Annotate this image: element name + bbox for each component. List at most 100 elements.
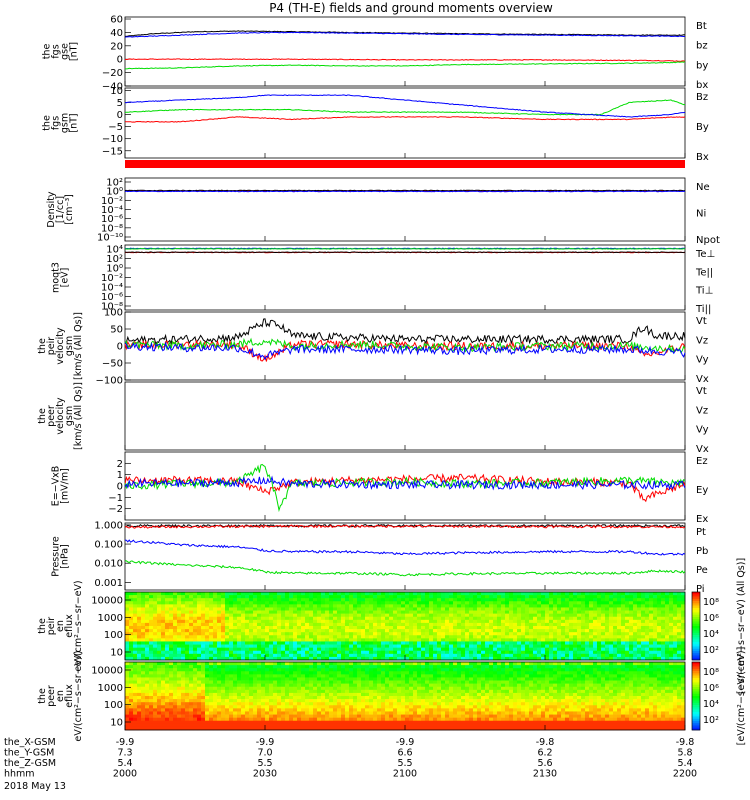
heatmap-cell	[373, 720, 378, 725]
heatmap-cell	[269, 708, 274, 712]
heatmap-cell	[609, 610, 614, 614]
heatmap-cell	[209, 632, 214, 636]
heatmap-cell	[329, 686, 334, 691]
heatmap-cell	[285, 619, 290, 624]
heatmap-cell	[609, 629, 614, 633]
heatmap-cell	[201, 653, 206, 658]
heatmap-cell	[397, 723, 402, 728]
heatmap-cell	[369, 647, 374, 652]
heatmap-cell	[137, 641, 142, 645]
heatmap-cell	[433, 613, 438, 618]
heatmap-cell	[145, 622, 150, 627]
heatmap-cell	[445, 610, 450, 614]
heatmap-cell	[501, 592, 506, 596]
heatmap-cell	[413, 699, 418, 703]
heatmap-cell	[501, 607, 506, 611]
heatmap-cell	[553, 619, 558, 624]
heatmap-cell	[433, 635, 438, 639]
heatmap-cell	[209, 662, 214, 666]
series-line-p2-0	[124, 116, 686, 123]
heatmap-cell	[521, 601, 526, 605]
heatmap-cell	[641, 613, 646, 618]
heatmap-cell	[173, 665, 178, 669]
heatmap-cell	[309, 692, 314, 697]
heatmap-cell	[213, 610, 218, 614]
heatmap-cell	[661, 653, 666, 658]
heatmap-cell	[497, 601, 502, 605]
heatmap-cell	[253, 711, 258, 715]
heatmap-cell	[241, 595, 246, 599]
heatmap-cell	[185, 723, 190, 728]
heatmap-cell	[517, 613, 522, 618]
heatmap-cell	[465, 656, 470, 661]
heatmap-cell	[573, 607, 578, 611]
heatmap-cell	[217, 626, 222, 630]
heatmap-cell	[237, 619, 242, 624]
heatmap-cell	[341, 692, 346, 697]
heatmap-cell	[349, 726, 354, 731]
heatmap-cell	[129, 626, 134, 630]
heatmap-cell	[313, 689, 318, 694]
heatmap-cell	[249, 699, 254, 703]
heatmap-cell	[193, 638, 198, 642]
heatmap-cell	[673, 592, 678, 596]
heatmap-cell	[509, 613, 514, 618]
heatmap-cell	[249, 607, 254, 611]
heatmap-cell	[253, 629, 258, 633]
heatmap-cell	[533, 613, 538, 618]
heatmap-cell	[441, 650, 446, 655]
heatmap-cell	[505, 613, 510, 618]
heatmap-cell	[317, 714, 322, 718]
heatmap-cell	[605, 632, 610, 636]
heatmap-cell	[297, 680, 302, 684]
heatmap-cell	[393, 598, 398, 602]
heatmap-cell	[369, 619, 374, 624]
heatmap-cell	[429, 619, 434, 624]
heatmap-cell	[217, 656, 222, 661]
heatmap-cell	[241, 638, 246, 642]
heatmap-cell	[277, 662, 282, 666]
heatmap-cell	[629, 622, 634, 627]
heatmap-cell	[277, 677, 282, 681]
heatmap-cell	[481, 601, 486, 605]
heatmap-cell	[421, 610, 426, 614]
heatmap-cell	[245, 641, 250, 645]
heatmap-cell	[317, 668, 322, 672]
heatmap-cell	[521, 635, 526, 639]
heatmap-cell	[357, 720, 362, 725]
heatmap-cell	[185, 671, 190, 675]
heatmap-cell	[197, 702, 202, 706]
heatmap-cell	[413, 665, 418, 669]
heatmap-cell	[157, 592, 162, 596]
heatmap-cell	[253, 616, 258, 621]
heatmap-cell	[253, 613, 258, 618]
heatmap-cell	[261, 671, 266, 675]
heatmap-cell	[457, 656, 462, 661]
heatmap-cell	[241, 650, 246, 655]
heatmap-cell	[541, 632, 546, 636]
heatmap-cell	[253, 720, 258, 725]
heatmap-cell	[589, 629, 594, 633]
heatmap-cell	[221, 702, 226, 706]
heatmap-cell	[357, 610, 362, 614]
heatmap-cell	[345, 650, 350, 655]
heatmap-cell	[421, 662, 426, 666]
heatmap-cell	[681, 647, 686, 652]
heatmap-cell	[325, 610, 330, 614]
heatmap-cell	[565, 613, 570, 618]
heatmap-cell	[237, 638, 242, 642]
heatmap-cell	[397, 647, 402, 652]
heatmap-cell	[433, 629, 438, 633]
heatmap-cell	[153, 674, 158, 678]
heatmap-cell	[673, 632, 678, 636]
heatmap-cell	[421, 619, 426, 624]
heatmap-cell	[669, 644, 674, 648]
heatmap-cell	[593, 613, 598, 618]
heatmap-cell	[205, 653, 210, 658]
heatmap-cell	[197, 726, 202, 731]
heatmap-cell	[313, 622, 318, 627]
heatmap-cell	[193, 705, 198, 709]
heatmap-cell	[577, 604, 582, 608]
heatmap-cell	[501, 635, 506, 639]
heatmap-cell	[149, 613, 154, 618]
